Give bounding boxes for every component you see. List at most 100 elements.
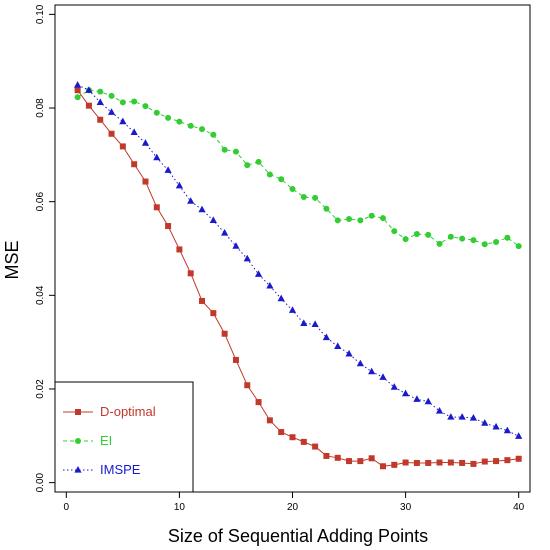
legend-item-d-optimal: D-optimal [63, 404, 156, 419]
data-point-ei [379, 215, 386, 222]
data-point-d-optimal [266, 417, 273, 424]
data-point-imspe [492, 422, 500, 430]
data-point-ei [187, 122, 194, 129]
y-tick-label: 0.04 [35, 285, 46, 305]
data-point-ei [425, 231, 432, 238]
data-point-ei [493, 238, 500, 245]
data-point-d-optimal [165, 223, 172, 230]
data-point-imspe [469, 414, 478, 421]
data-point-imspe [447, 413, 455, 420]
data-point-ei [210, 131, 217, 138]
data-point-ei [108, 92, 115, 99]
data-point-ei [447, 233, 454, 240]
legend: D-optimal EI IMSPE [54, 381, 194, 493]
data-point-imspe [85, 86, 93, 93]
data-point-imspe [322, 333, 331, 341]
legend-label: EI [100, 433, 112, 448]
data-point-d-optimal [323, 452, 330, 459]
data-point-ei [119, 99, 126, 106]
data-point-ei [255, 158, 262, 165]
data-point-d-optimal [346, 458, 353, 465]
data-point-imspe [356, 359, 364, 367]
data-point-imspe [401, 389, 410, 397]
data-point-imspe [481, 419, 489, 426]
data-point-d-optimal [74, 87, 81, 94]
data-point-imspe [164, 166, 172, 173]
data-point-ei [515, 243, 522, 250]
data-point-imspe [390, 383, 398, 390]
data-point-d-optimal [413, 459, 420, 466]
y-tick-label: 0.08 [35, 98, 46, 118]
data-point-d-optimal [221, 330, 228, 337]
data-point-imspe [153, 153, 161, 161]
data-point-imspe [209, 216, 217, 224]
x-axis: 0 10 20 30 40 [64, 492, 525, 513]
data-point-imspe [379, 373, 387, 380]
data-point-d-optimal [379, 463, 386, 470]
data-point-ei [323, 205, 330, 212]
data-point-d-optimal [368, 455, 375, 462]
data-point-d-optimal [119, 143, 126, 150]
data-point-d-optimal [515, 455, 522, 462]
y-axis-title: MSE [2, 240, 22, 279]
series-imspe [74, 81, 523, 439]
series-d-optimal [74, 87, 522, 470]
legend-box [54, 381, 194, 493]
data-point-imspe [243, 254, 251, 262]
legend-item-ei: EI [63, 433, 112, 448]
data-point-d-optimal [255, 399, 262, 406]
data-point-imspe [435, 406, 444, 414]
y-tick-label: 0.02 [35, 379, 46, 399]
x-tick-label: 10 [174, 502, 186, 513]
data-point-d-optimal [187, 270, 194, 277]
data-point-ei [142, 103, 149, 110]
legend-label: D-optimal [100, 404, 156, 419]
legend-label: IMSPE [100, 462, 141, 477]
data-point-imspe [266, 281, 274, 289]
y-tick-label: 0.06 [35, 192, 46, 212]
data-point-ei [153, 109, 160, 116]
data-point-d-optimal [459, 459, 466, 466]
data-point-d-optimal [108, 130, 115, 137]
x-axis-title: Size of Sequential Adding Points [168, 526, 428, 546]
data-point-imspe [288, 306, 297, 313]
data-point-ei [176, 118, 183, 125]
y-tick-label: 0.10 [35, 4, 46, 24]
data-point-ei [165, 114, 172, 121]
data-point-d-optimal [278, 429, 285, 436]
data-point-ei [300, 193, 307, 200]
data-point-ei [504, 234, 511, 241]
data-point-d-optimal [402, 459, 409, 466]
data-point-d-optimal [470, 460, 477, 467]
data-point-ei [289, 186, 296, 193]
data-point-d-optimal [153, 204, 160, 211]
data-point-ei [244, 162, 251, 169]
data-point-ei [97, 88, 104, 95]
data-point-ei [391, 228, 398, 235]
data-point-imspe [334, 342, 342, 349]
data-point-d-optimal [244, 382, 251, 389]
data-point-ei [232, 148, 239, 155]
y-tick-label: 0.00 [35, 472, 46, 492]
data-point-d-optimal [142, 178, 149, 185]
data-point-imspe [187, 197, 195, 204]
data-point-imspe [368, 367, 376, 375]
data-point-d-optimal [447, 459, 454, 466]
data-point-d-optimal [504, 457, 511, 464]
legend-marker [75, 409, 81, 415]
data-point-d-optimal [97, 116, 104, 123]
series-line-ei [77, 89, 519, 247]
y-axis: 0.00 0.02 0.04 0.06 0.08 0.10 [35, 4, 55, 492]
x-tick-label: 20 [287, 502, 299, 513]
data-point-imspe [254, 270, 263, 277]
data-point-imspe [130, 128, 138, 135]
data-point-d-optimal [334, 454, 341, 461]
x-tick-label: 40 [513, 502, 525, 513]
data-point-ei [334, 217, 341, 224]
x-tick-label: 0 [64, 502, 70, 513]
data-point-d-optimal [199, 297, 206, 304]
data-point-ei [481, 241, 488, 248]
data-point-ei [221, 146, 228, 153]
data-point-ei [278, 176, 285, 183]
